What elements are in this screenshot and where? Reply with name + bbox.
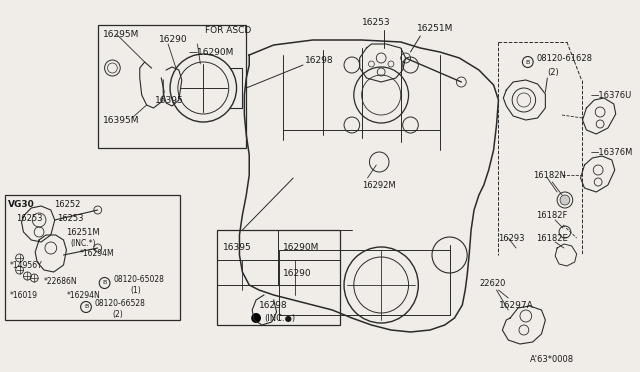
Text: 16395M: 16395M (102, 115, 139, 125)
Text: *16019: *16019 (10, 291, 38, 299)
Text: 16298: 16298 (305, 55, 333, 64)
Text: 16290M: 16290M (284, 243, 320, 251)
Text: 16295M: 16295M (102, 29, 139, 38)
Text: 16253: 16253 (15, 214, 42, 222)
Text: 16290: 16290 (284, 269, 312, 278)
Text: *16294N: *16294N (67, 291, 100, 299)
Text: B: B (84, 305, 88, 310)
Circle shape (560, 195, 570, 205)
Text: 16297A: 16297A (499, 301, 533, 310)
Text: 16182E: 16182E (536, 234, 567, 243)
Text: *14956Y: *14956Y (10, 260, 42, 269)
Text: 16292M: 16292M (362, 180, 396, 189)
Text: 16395: 16395 (156, 96, 184, 105)
Text: 16293: 16293 (499, 234, 525, 243)
Text: 08120-66528: 08120-66528 (95, 298, 146, 308)
Text: FOR ASCD: FOR ASCD (205, 26, 252, 35)
Text: —16376M: —16376M (590, 148, 633, 157)
Text: —16290M: —16290M (189, 48, 234, 57)
Text: 16253: 16253 (362, 17, 390, 26)
Text: A'63*0008: A'63*0008 (530, 356, 574, 365)
Text: 16395: 16395 (223, 243, 252, 251)
Text: (2): (2) (113, 311, 123, 320)
Circle shape (251, 313, 261, 323)
Text: *16294M: *16294M (80, 250, 115, 259)
Bar (5, 195, 180, 320)
Text: 16251M: 16251M (67, 228, 100, 237)
Text: 22620: 22620 (479, 279, 506, 289)
Text: (2): (2) (547, 67, 559, 77)
Text: (INC.*): (INC.*) (70, 238, 96, 247)
Bar (217, 230, 340, 325)
Text: 16253: 16253 (57, 214, 83, 222)
Text: 16298: 16298 (259, 301, 287, 310)
Text: 08120-61628: 08120-61628 (536, 54, 593, 62)
Text: B: B (525, 60, 530, 64)
Text: —16376U: —16376U (590, 90, 632, 99)
Text: 08120-65028: 08120-65028 (113, 275, 164, 283)
Bar (98, 25, 246, 148)
Text: VG30: VG30 (8, 199, 35, 208)
Text: 16252: 16252 (54, 199, 80, 208)
Text: 16182F: 16182F (536, 211, 567, 219)
Text: B: B (102, 280, 107, 285)
Text: (1): (1) (130, 285, 141, 295)
Text: 16182N: 16182N (532, 170, 566, 180)
Text: *22686N: *22686N (44, 278, 77, 286)
Text: 16290: 16290 (159, 35, 188, 44)
Text: 16251M: 16251M (417, 23, 454, 32)
Text: (INC.●): (INC.●) (264, 314, 295, 323)
